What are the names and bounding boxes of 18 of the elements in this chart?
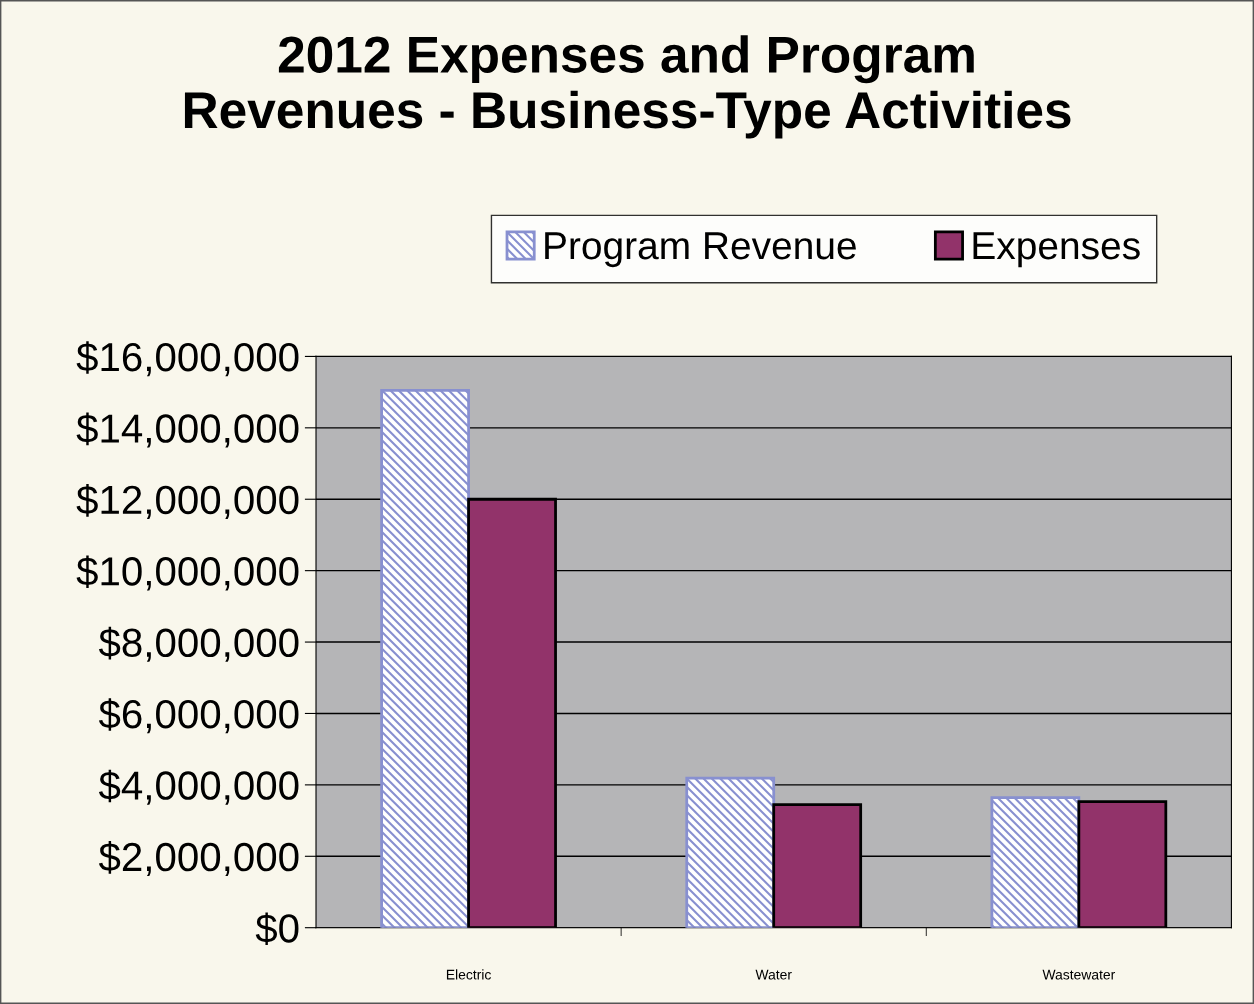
x-tick-label: Electric	[446, 969, 491, 980]
y-tick-label: $16,000,000	[76, 341, 299, 377]
y-tick-label: $6,000,000	[98, 698, 299, 734]
y-tick-label: $10,000,000	[76, 555, 299, 591]
bar	[990, 796, 1081, 928]
y-tick-label: $12,000,000	[76, 484, 299, 519]
y-tick-label: $8,000,000	[98, 626, 299, 662]
y-tick-label: $2,000,000	[98, 841, 299, 877]
legend-label: Expenses	[973, 232, 1140, 268]
x-tick-label: Water	[755, 969, 792, 980]
chart-title: 2012 Expenses and Program Revenues - Business-Type Activities	[184, 35, 1071, 139]
bar	[380, 388, 470, 928]
y-tick-label: $4,000,000	[98, 769, 299, 805]
legend-label: Program Revenue	[545, 232, 856, 268]
x-tick-label: Wastewater	[1042, 969, 1116, 980]
y-tick-label: $0	[255, 912, 299, 946]
bar	[685, 776, 776, 928]
y-tick-label: $14,000,000	[76, 412, 299, 448]
